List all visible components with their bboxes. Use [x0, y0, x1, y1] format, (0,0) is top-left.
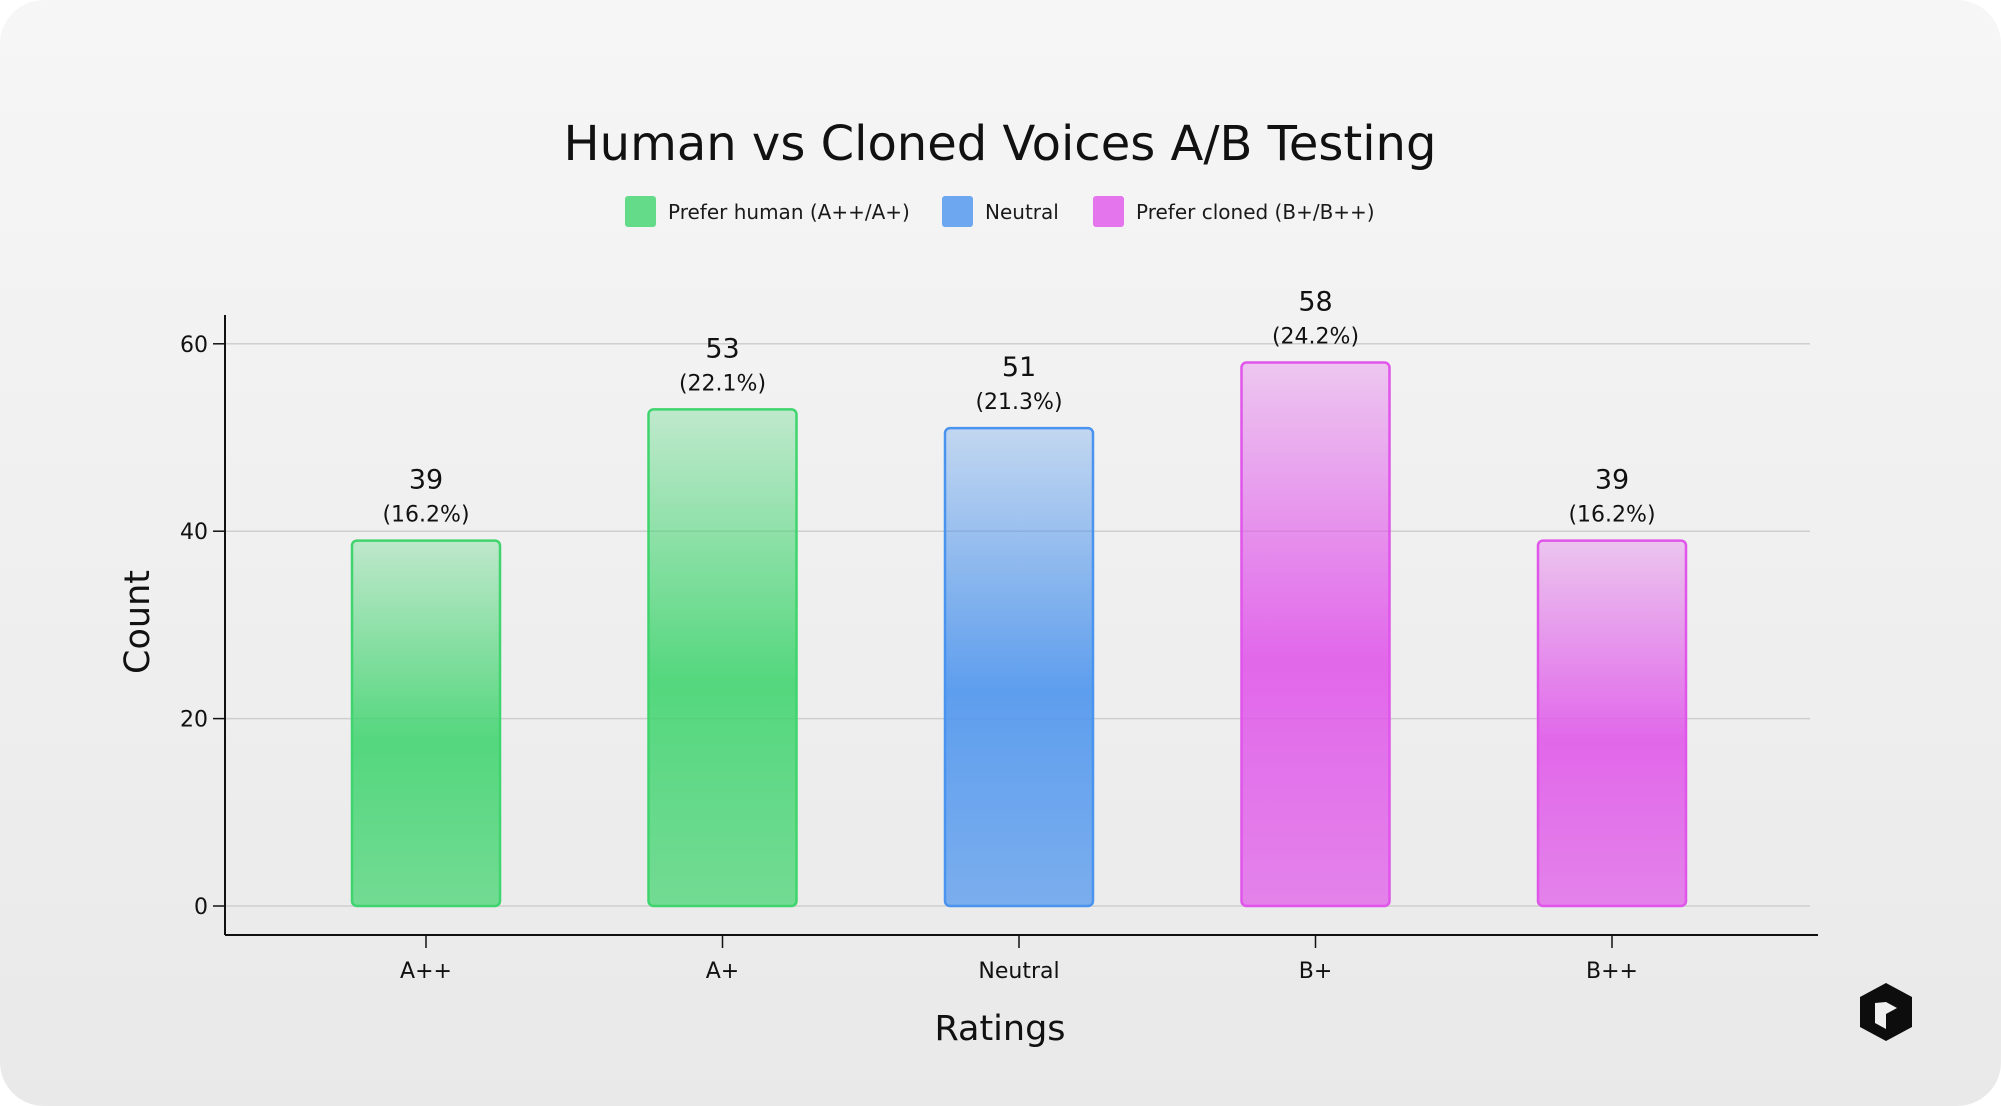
- legend-swatch-human: [625, 196, 656, 227]
- x-tick-label: B+: [1299, 959, 1333, 984]
- x-axis-title: Ratings: [934, 1009, 1065, 1049]
- value-label: 58: [1298, 287, 1332, 318]
- y-tick-label: 0: [194, 895, 208, 920]
- legend-label-human: Prefer human (A++/A+): [668, 200, 910, 224]
- percent-label: (21.3%): [975, 390, 1062, 415]
- percent-label: (16.2%): [382, 503, 469, 528]
- bar-B+: [1240, 361, 1391, 908]
- x-tick-label: A+: [706, 959, 739, 984]
- bars: 39 (16.2%) 53 (22.1%) 51 (21.3%) 58 (24.2%) 39 (1…: [350, 287, 1688, 908]
- percent-label: (22.1%): [679, 371, 766, 396]
- bar-A+: [647, 408, 798, 908]
- legend-swatch-cloned: [1093, 196, 1124, 227]
- legend-label-neutral: Neutral: [985, 200, 1059, 224]
- legend-label-cloned: Prefer cloned (B+/B++): [1136, 200, 1375, 224]
- y-tick-label: 20: [180, 708, 208, 733]
- chart-title: Human vs Cloned Voices A/B Testing: [564, 116, 1437, 172]
- percent-label: (16.2%): [1568, 503, 1655, 528]
- value-label: 39: [409, 465, 443, 496]
- x-tick-label: B++: [1586, 959, 1638, 984]
- legend-swatch-neutral: [942, 196, 973, 227]
- value-label: 53: [705, 333, 739, 364]
- value-label: 51: [1002, 352, 1036, 383]
- value-label: 39: [1595, 465, 1629, 496]
- x-tick-label: Neutral: [978, 959, 1059, 984]
- bar-B++: [1536, 539, 1688, 908]
- bar-Neutral: [943, 426, 1095, 908]
- percent-label: (24.2%): [1272, 325, 1359, 350]
- x-tick-label: A++: [400, 959, 452, 984]
- bar-A++: [350, 539, 502, 908]
- chart-legend: Prefer human (A++/A+) Neutral Prefer clone…: [625, 196, 1375, 227]
- y-tick-label: 40: [180, 520, 208, 545]
- cube-logo-icon: [1860, 983, 1912, 1041]
- y-axis-title: Count: [118, 570, 158, 674]
- y-tick-label: 60: [180, 333, 208, 358]
- axes: 0 20 40 60 A++ A+ Neutral B+ B++: [180, 315, 1818, 984]
